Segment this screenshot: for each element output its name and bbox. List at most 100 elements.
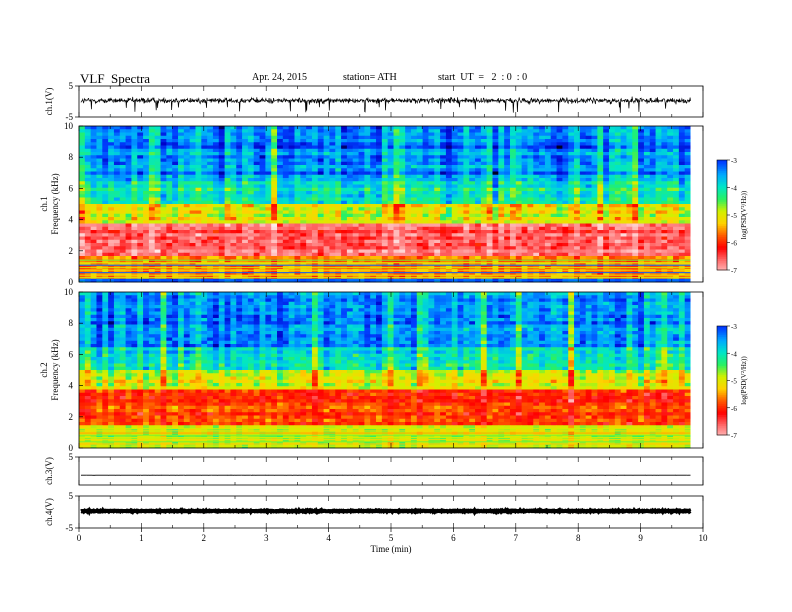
colorbar-segment — [717, 259, 727, 262]
colorbar-segment — [717, 420, 727, 423]
x-tick-label: 2 — [202, 533, 207, 543]
colorbar-tick-label: -4 — [731, 350, 737, 358]
colorbar-segment — [717, 427, 727, 431]
colorbar-tick-label: -4 — [731, 185, 737, 193]
colorbar-segment — [717, 229, 727, 232]
colorbar-segment — [717, 369, 727, 372]
y-tick-label: 4 — [69, 381, 74, 391]
colorbar-segment — [717, 227, 727, 231]
colorbar-segment — [717, 395, 727, 398]
spectral-line — [79, 434, 691, 436]
colorbar-segment — [717, 231, 727, 234]
colorbar-tick-label: -5 — [731, 212, 737, 220]
ch1-spectrogram-image — [79, 126, 703, 283]
colorbar-segment — [717, 353, 727, 356]
colorbar-segment — [717, 204, 727, 207]
spectral-line — [79, 443, 691, 445]
colorbar-tick-label: -6 — [731, 405, 737, 413]
y-tick-label: 8 — [69, 152, 74, 162]
colorbar-segment — [717, 329, 727, 332]
colorbar-segment — [717, 240, 727, 243]
colorbar-segment — [717, 367, 727, 371]
y-tick-label: 10 — [64, 121, 74, 131]
colorbar-segment — [717, 387, 727, 391]
colorbar-label: log(PSD(V²/Hz)) — [740, 356, 748, 405]
colorbar-segment — [717, 336, 727, 340]
colorbar-segment — [717, 268, 727, 271]
colorbar-segment — [717, 257, 727, 260]
y-tick-label: 4 — [69, 215, 74, 225]
spectral-line — [79, 277, 691, 279]
colorbar-segment — [717, 189, 727, 192]
colorbar-segment — [717, 216, 727, 220]
channel-label: ch.1 — [39, 196, 49, 211]
colorbar-segment — [717, 180, 727, 183]
colorbar-segment — [717, 167, 727, 170]
colorbar-segment — [717, 253, 727, 256]
colorbar-segment — [717, 196, 727, 199]
y-tick-label: 5 — [69, 491, 74, 501]
colorbar-tick-label: -7 — [731, 267, 737, 275]
colorbar-segment — [717, 347, 727, 351]
colorbar-segment — [717, 416, 727, 420]
colorbar-segment — [717, 260, 727, 264]
x-tick-label: 4 — [326, 533, 331, 543]
colorbar-segment — [717, 418, 727, 421]
colorbar-segment — [717, 262, 727, 265]
spectral-line — [79, 279, 691, 281]
y-tick-label: 5 — [69, 452, 74, 462]
figure-title: VLF Spectra — [80, 71, 151, 86]
colorbar-segment — [717, 380, 727, 383]
spectral-line — [79, 441, 691, 443]
y-tick-label: 8 — [69, 318, 74, 328]
colorbar-segment — [717, 396, 727, 400]
colorbar-segment — [717, 385, 727, 389]
colorbar-segment — [717, 415, 727, 418]
ch2-spectrogram-panel: 0 2 4 6 8 10 ch.2 Frequency (kHz) -3 -4 -5 -6 -7 log(… — [39, 287, 748, 453]
colorbar-segment — [717, 355, 727, 358]
y-tick-label: 6 — [69, 183, 74, 193]
colorbar-segment — [717, 161, 727, 165]
station-label: station= ATH — [343, 72, 397, 83]
colorbar-segment — [717, 362, 727, 365]
spectral-line — [79, 274, 691, 276]
colorbar-segment — [717, 327, 727, 331]
x-tick-label: 3 — [264, 533, 269, 543]
colorbar-tick-label: -7 — [731, 432, 737, 440]
colorbar-segment — [717, 356, 727, 360]
spectral-line — [79, 428, 691, 430]
colorbar-segment — [717, 183, 727, 187]
colorbar-segment — [717, 222, 727, 225]
y-tick-label: 2 — [69, 412, 74, 422]
y-tick-label: 5 — [69, 81, 74, 91]
y-tick-label: -5 — [66, 523, 74, 533]
colorbar-segment — [717, 235, 727, 238]
ch4-waveform-panel: 5 -5 ch.4(V) 0 1 2 3 4 5 6 7 8 9 10 Time (min) — [44, 491, 708, 554]
colorbar-segment — [717, 244, 727, 247]
ch4-waveform-trace — [80, 506, 692, 517]
y-tick-label: 2 — [69, 246, 74, 256]
colorbar-segment — [717, 264, 727, 267]
colorbar-segment — [717, 365, 727, 369]
colorbar-segment — [717, 165, 727, 168]
spectral-line — [79, 430, 691, 432]
colorbar-segment — [717, 178, 727, 181]
colorbar-segment — [717, 431, 727, 434]
colorbar-segment — [717, 433, 727, 436]
colorbar-segment — [717, 349, 727, 352]
ch1-waveform-trace — [80, 96, 691, 113]
ch1-waveform-panel: 5 -5 ch.1(V) — [44, 81, 704, 122]
colorbar-segment — [717, 220, 727, 223]
colorbar-segment — [717, 340, 727, 343]
y-axis-label: Frequency (kHz) — [50, 173, 60, 234]
colorbar-segment — [717, 378, 727, 381]
colorbar-segment — [717, 211, 727, 214]
colorbar-segment — [717, 202, 727, 205]
y-tick-label: 0 — [69, 443, 74, 453]
colorbar-segment — [717, 398, 727, 401]
colorbar-segment — [717, 251, 727, 254]
x-tick-label: 6 — [451, 533, 456, 543]
colorbar-segment — [717, 255, 727, 258]
colorbar-segment — [717, 393, 727, 396]
y-axis-label: Frequency (kHz) — [50, 339, 60, 400]
